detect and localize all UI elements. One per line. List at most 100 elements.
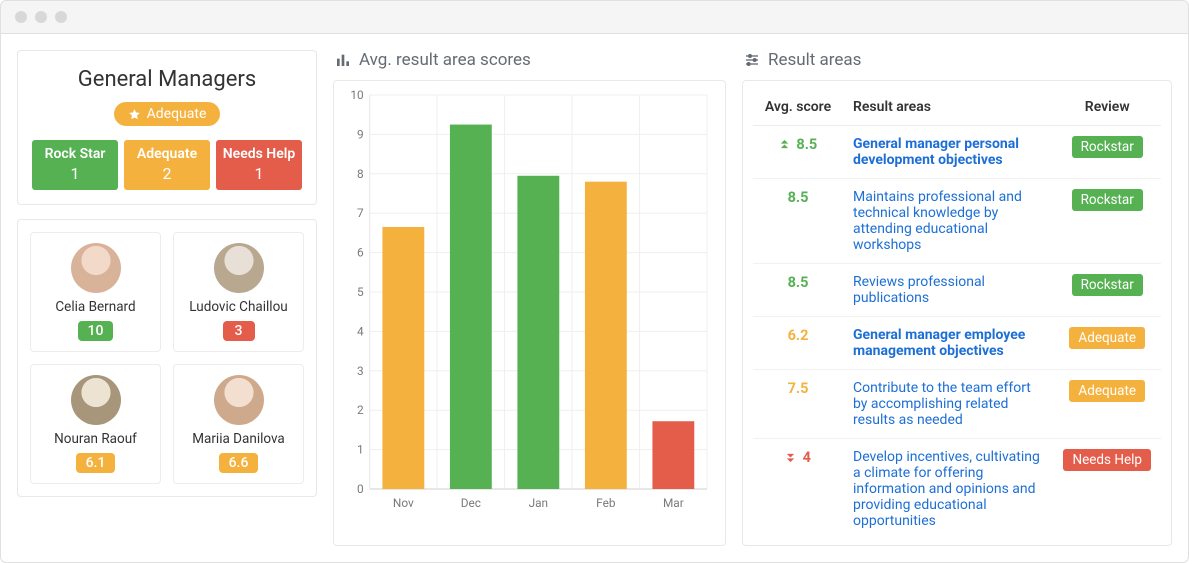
row-score: 8.5 bbox=[753, 179, 843, 264]
col-score: Avg. score bbox=[753, 89, 843, 126]
rating-tile[interactable]: Rock Star1 bbox=[32, 140, 118, 190]
group-summary-card: General Managers Adequate Rock Star1Adeq… bbox=[17, 50, 317, 205]
group-title: General Managers bbox=[32, 67, 302, 92]
person-name: Ludovic Chaillou bbox=[189, 299, 287, 315]
result-areas-card: Avg. score Result areas Review 8.5 Genera… bbox=[742, 80, 1172, 546]
chart-title: Avg. result area scores bbox=[359, 50, 531, 70]
person-score-badge: 3 bbox=[223, 321, 255, 341]
row-review: Rockstar bbox=[1053, 264, 1161, 317]
row-score: 6.2 bbox=[753, 317, 843, 370]
result-areas-column: Result areas Avg. score Result areas Rev… bbox=[742, 50, 1172, 546]
rating-tile-count: 1 bbox=[36, 164, 114, 184]
table-row: 7.5Contribute to the team effort by acco… bbox=[753, 370, 1161, 439]
person-card[interactable]: Ludovic Chaillou 3 bbox=[173, 232, 304, 352]
row-score: 7.5 bbox=[753, 370, 843, 439]
chart-bar[interactable] bbox=[382, 227, 424, 489]
col-area: Result areas bbox=[843, 89, 1053, 126]
review-badge: Needs Help bbox=[1063, 449, 1151, 471]
table-header-row: Avg. score Result areas Review bbox=[753, 89, 1161, 126]
avatar bbox=[71, 243, 121, 293]
sliders-icon bbox=[744, 52, 760, 68]
person-name: Nouran Raouf bbox=[54, 431, 137, 447]
person-score-badge: 6.1 bbox=[76, 453, 116, 473]
person-card[interactable]: Celia Bernard 10 bbox=[30, 232, 161, 352]
result-area-link[interactable]: Contribute to the team effort by accompl… bbox=[853, 380, 1031, 428]
person-score-badge: 6.6 bbox=[219, 453, 259, 473]
svg-text:3: 3 bbox=[357, 364, 364, 378]
dashboard-stage: General Managers Adequate Rock Star1Adeq… bbox=[0, 34, 1189, 563]
person-score-badge: 10 bbox=[78, 321, 114, 341]
people-grid: Celia Bernard 10 Ludovic Chaillou 3 Nouran R… bbox=[30, 232, 304, 484]
chart-bar[interactable] bbox=[517, 176, 559, 489]
svg-text:7: 7 bbox=[357, 206, 364, 220]
row-score: 8.5 bbox=[753, 126, 843, 179]
person-card[interactable]: Mariia Danilova6.6 bbox=[173, 364, 304, 484]
rating-tile-count: 1 bbox=[220, 164, 298, 184]
chart-bar[interactable] bbox=[652, 421, 694, 489]
rating-tile-count: 2 bbox=[128, 164, 206, 184]
row-review: Adequate bbox=[1053, 317, 1161, 370]
svg-text:9: 9 bbox=[357, 127, 364, 141]
overall-badge-wrap: Adequate bbox=[32, 102, 302, 126]
avg-scores-bar-chart: 012345678910NovDecJanFebMar bbox=[340, 85, 715, 515]
result-areas-heading: Result areas bbox=[742, 50, 1172, 80]
svg-text:4: 4 bbox=[357, 324, 364, 338]
svg-text:Jan: Jan bbox=[529, 496, 548, 510]
row-score: 4 bbox=[753, 439, 843, 540]
svg-text:Mar: Mar bbox=[663, 496, 684, 510]
result-areas-title: Result areas bbox=[768, 50, 861, 70]
rating-tile[interactable]: Needs Help1 bbox=[216, 140, 302, 190]
chart-heading: Avg. result area scores bbox=[333, 50, 726, 80]
svg-text:Feb: Feb bbox=[596, 496, 616, 510]
row-review: Rockstar bbox=[1053, 126, 1161, 179]
result-area-link[interactable]: Reviews professional publications bbox=[853, 274, 985, 306]
star-icon bbox=[128, 108, 141, 121]
svg-text:8: 8 bbox=[357, 167, 364, 181]
rating-tile-label: Rock Star bbox=[36, 146, 114, 164]
result-area-link[interactable]: General manager employee management obje… bbox=[853, 327, 1025, 359]
traffic-dot-icon bbox=[35, 11, 47, 23]
row-score: 8.5 bbox=[753, 264, 843, 317]
bar-chart-icon bbox=[335, 52, 351, 68]
row-area: General manager employee management obje… bbox=[843, 317, 1053, 370]
table-row: 6.2 General manager employee management o… bbox=[753, 317, 1161, 370]
rating-tile-label: Adequate bbox=[128, 146, 206, 164]
table-row: 8.5 Reviews professional publications Rock… bbox=[753, 264, 1161, 317]
row-review: Adequate bbox=[1053, 370, 1161, 439]
col-review: Review bbox=[1053, 89, 1161, 126]
review-badge: Rockstar bbox=[1072, 136, 1143, 158]
people-card: Celia Bernard 10 Ludovic Chaillou 3 Nouran R… bbox=[17, 219, 317, 497]
person-card[interactable]: Nouran Raouf 6.1 bbox=[30, 364, 161, 484]
left-column: General Managers Adequate Rock Star1Adeq… bbox=[17, 50, 317, 546]
svg-text:5: 5 bbox=[357, 285, 364, 299]
window-chrome bbox=[0, 0, 1189, 34]
row-review: Rockstar bbox=[1053, 179, 1161, 264]
svg-text:Dec: Dec bbox=[461, 496, 481, 510]
row-area: Develop incentives, cultivating a climat… bbox=[843, 439, 1053, 540]
chart-card: 012345678910NovDecJanFebMar bbox=[333, 80, 726, 546]
table-row: 8.5 General manager personal development … bbox=[753, 126, 1161, 179]
result-areas-table: Avg. score Result areas Review 8.5 Genera… bbox=[753, 89, 1161, 539]
svg-text:2: 2 bbox=[357, 403, 364, 417]
result-area-link[interactable]: General manager personal development obj… bbox=[853, 136, 1019, 168]
table-row: 8.5Maintains professional and technical … bbox=[753, 179, 1161, 264]
chart-bar[interactable] bbox=[450, 125, 492, 489]
result-area-link[interactable]: Develop incentives, cultivating a climat… bbox=[853, 449, 1040, 529]
row-review: Needs Help bbox=[1053, 439, 1161, 540]
avatar bbox=[214, 243, 264, 293]
svg-text:1: 1 bbox=[357, 443, 364, 457]
table-row: 4Develop incentives, cultivating a clima… bbox=[753, 439, 1161, 540]
traffic-dot-icon bbox=[55, 11, 67, 23]
row-area: General manager personal development obj… bbox=[843, 126, 1053, 179]
traffic-dot-icon bbox=[15, 11, 27, 23]
svg-text:Nov: Nov bbox=[393, 496, 414, 510]
trend-down-icon bbox=[785, 452, 796, 463]
rating-tiles: Rock Star1Adequate2Needs Help1 bbox=[32, 140, 302, 190]
avatar bbox=[214, 375, 264, 425]
result-area-link[interactable]: Maintains professional and technical kno… bbox=[853, 189, 1022, 253]
avatar bbox=[71, 375, 121, 425]
chart-bar[interactable] bbox=[585, 182, 627, 489]
rating-tile[interactable]: Adequate2 bbox=[124, 140, 210, 190]
person-name: Celia Bernard bbox=[55, 299, 135, 315]
svg-text:6: 6 bbox=[357, 246, 364, 260]
